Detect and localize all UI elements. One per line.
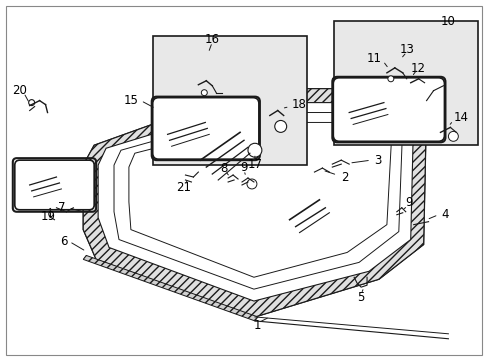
Text: 15: 15 [123,94,138,107]
FancyBboxPatch shape [152,98,258,159]
Text: 20: 20 [12,84,27,97]
Text: 13: 13 [399,42,413,55]
Polygon shape [98,103,413,301]
Polygon shape [83,89,426,317]
Circle shape [29,100,35,105]
Text: 19: 19 [41,210,56,223]
Text: 9: 9 [404,196,412,209]
Circle shape [201,90,207,96]
Text: 4: 4 [441,208,448,221]
Text: 7: 7 [58,201,65,214]
Bar [152,36,306,165]
Text: 3: 3 [373,154,381,167]
Text: 18: 18 [291,98,306,111]
Polygon shape [83,255,257,321]
Circle shape [447,131,457,141]
Circle shape [246,179,256,189]
FancyBboxPatch shape [15,160,94,210]
Bar [334,21,477,145]
Text: 10: 10 [440,15,455,28]
Text: 8: 8 [220,162,227,175]
Text: 17: 17 [247,158,262,171]
Text: 1: 1 [254,319,261,332]
Text: 2: 2 [341,171,348,184]
Text: 12: 12 [410,62,425,75]
Circle shape [247,143,262,157]
Text: 11: 11 [366,53,381,66]
Circle shape [274,121,286,132]
Polygon shape [83,89,426,317]
Circle shape [387,76,393,82]
Text: 6: 6 [60,235,67,248]
Text: 16: 16 [204,33,219,46]
Text: 9: 9 [240,161,247,174]
Text: 14: 14 [452,111,468,124]
Text: 5: 5 [357,291,364,303]
Text: 21: 21 [176,181,191,194]
FancyBboxPatch shape [333,78,444,141]
